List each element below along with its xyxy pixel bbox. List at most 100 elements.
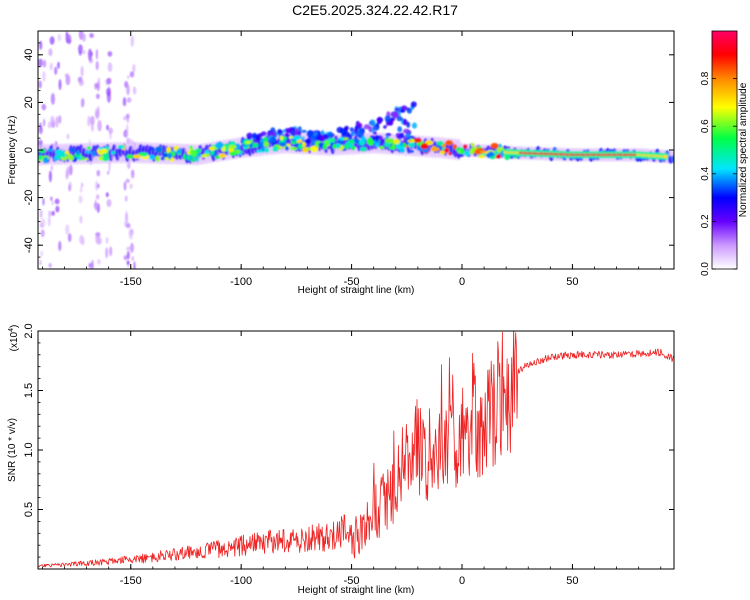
heatmap-cell xyxy=(65,224,70,235)
heatmap-cell xyxy=(399,148,406,153)
heatmap-cell xyxy=(127,75,130,80)
heatmap-cell xyxy=(117,145,126,149)
heatmap-cell xyxy=(235,143,241,150)
heatmap-cell xyxy=(496,154,502,159)
heatmap-cell xyxy=(349,127,354,132)
colorbar-tick-label: 0.4 xyxy=(700,166,711,180)
heatmap-cell xyxy=(182,153,187,161)
heatmap-cell xyxy=(97,151,104,155)
heatmap-cell xyxy=(460,147,465,155)
heatmap-cell xyxy=(282,129,287,133)
heatmap-cell xyxy=(355,131,362,137)
snr-scale-exponent: 4 xyxy=(8,328,15,332)
heatmap-cell xyxy=(95,108,100,120)
heatmap-cell xyxy=(396,116,403,122)
heatmap-cell xyxy=(336,140,345,144)
colorbar-tick-label: 0.8 xyxy=(700,71,711,85)
spectrogram-y-tick-label: -40 xyxy=(23,237,35,253)
heatmap-cell xyxy=(436,140,444,146)
heatmap-cell xyxy=(90,115,95,126)
heatmap-cell xyxy=(342,132,347,136)
spectrogram-x-label: Height of straight line (km) xyxy=(298,285,415,296)
heatmap-cell xyxy=(125,213,128,223)
heatmap-cell xyxy=(69,147,76,153)
heatmap-cell xyxy=(336,126,344,134)
heatmap-cell xyxy=(434,147,440,152)
heatmap-cell xyxy=(339,136,344,141)
heatmap-cell xyxy=(125,131,129,137)
snr-scale-base: (x10 xyxy=(9,331,20,351)
heatmap-cell xyxy=(106,199,112,208)
heatmap-cell xyxy=(405,133,411,138)
heatmap-cell xyxy=(302,146,309,153)
heatmap-cell xyxy=(322,143,327,150)
heatmap-cell xyxy=(138,152,147,156)
heatmap-cell xyxy=(452,144,457,150)
heatmap-cell xyxy=(335,143,342,149)
heatmap-cell xyxy=(391,143,396,150)
heatmap-cell xyxy=(477,154,485,159)
heatmap-cell xyxy=(205,149,210,154)
heatmap-cell xyxy=(328,133,334,138)
heatmap-cell xyxy=(289,146,298,151)
heatmap-cell xyxy=(245,140,252,145)
heatmap-cell xyxy=(246,132,253,140)
heatmap-cell xyxy=(102,155,110,162)
heatmap-cell xyxy=(54,66,58,76)
heatmap-cell xyxy=(39,122,42,131)
snr-series-line xyxy=(38,331,674,568)
heatmap-cell xyxy=(463,144,468,149)
heatmap-cell xyxy=(127,162,131,170)
heatmap-cell xyxy=(133,261,136,269)
heatmap-cell xyxy=(105,192,109,198)
heatmap-cell xyxy=(272,146,278,152)
heatmap-cell xyxy=(126,154,134,159)
spectrogram-x-tick-label: -100 xyxy=(230,276,252,288)
heatmap-cell xyxy=(110,150,116,155)
heatmap-cell xyxy=(108,127,114,134)
heatmap-cell xyxy=(414,138,422,143)
heatmap-cell xyxy=(279,142,287,147)
heatmap-cell xyxy=(279,135,284,141)
heatmap-cell xyxy=(51,200,55,206)
heatmap-cell xyxy=(78,44,83,54)
colorbar-axis: 0.0 0.2 0.4 0.6 0.8 xyxy=(700,71,737,276)
heatmap-cell xyxy=(94,82,98,90)
heatmap-cell xyxy=(38,58,43,68)
snr-x-tick-label: -100 xyxy=(230,575,252,587)
heatmap-cell xyxy=(407,139,414,143)
heatmap-cell xyxy=(39,259,42,266)
snr-scale-label: (x104) xyxy=(8,325,20,352)
heatmap-cell xyxy=(79,215,83,224)
heatmap-cell xyxy=(47,121,52,129)
heatmap-cell xyxy=(399,132,405,139)
heatmap-cell xyxy=(106,170,110,175)
spectrogram-y-label: Frequency (Hz) xyxy=(7,116,18,185)
heatmap-cell xyxy=(411,122,418,129)
heatmap-cell xyxy=(50,93,56,105)
heatmap-cell xyxy=(58,79,62,91)
snr-y-tick-label: 2.0 xyxy=(23,323,35,338)
heatmap-cell xyxy=(39,40,43,50)
heatmap-cell xyxy=(95,48,98,60)
heatmap-cell xyxy=(292,135,302,141)
heatmap-cell xyxy=(106,88,111,96)
heatmap-cell xyxy=(42,197,45,206)
heatmap-cell xyxy=(150,146,155,152)
heatmap-cell xyxy=(50,196,53,201)
heatmap-cell xyxy=(95,232,100,245)
heatmap-cell xyxy=(132,86,137,95)
heatmap-cell xyxy=(43,118,46,127)
heatmap-cell xyxy=(68,184,71,192)
heatmap-cell xyxy=(401,105,408,110)
heatmap-cell xyxy=(68,155,75,161)
heatmap-cell xyxy=(301,136,305,141)
heatmap-cell xyxy=(107,51,113,57)
heatmap-cell xyxy=(48,170,53,183)
heatmap-cell xyxy=(66,34,72,45)
spectrogram-x-tick-label: -50 xyxy=(344,276,360,288)
heatmap-cell xyxy=(305,138,310,144)
heatmap-cell xyxy=(384,115,391,122)
heatmap-cell xyxy=(95,194,100,200)
heatmap-cell xyxy=(155,146,163,153)
